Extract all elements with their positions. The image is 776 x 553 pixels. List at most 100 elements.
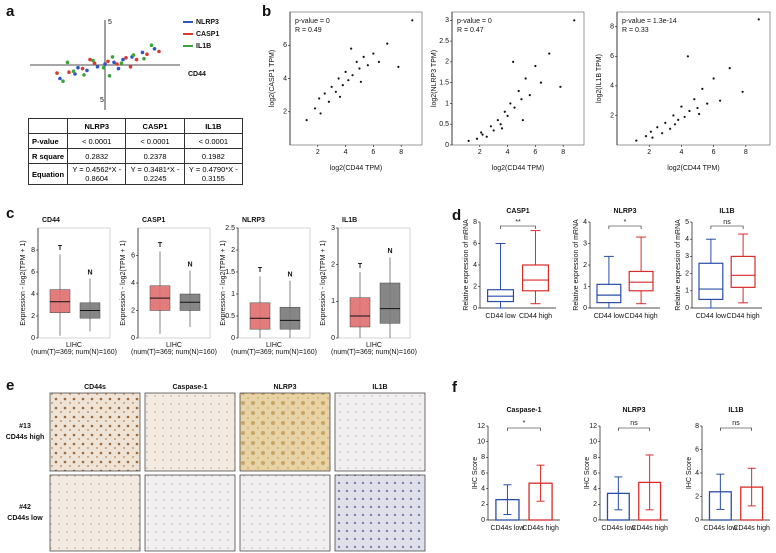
group-label: N: [187, 261, 192, 268]
point: [85, 68, 89, 73]
y-tick-label: 0: [331, 335, 335, 342]
panel-letter: c: [6, 205, 14, 222]
y-tick-label: 2: [593, 501, 597, 508]
point: [480, 131, 483, 134]
point: [344, 70, 347, 73]
y-tick-label: 0: [473, 305, 477, 312]
plot-title: IL1B: [342, 217, 357, 224]
point: [499, 123, 502, 126]
annotation: p-value = 0: [295, 18, 330, 25]
point: [124, 56, 128, 60]
table-header-cell: CASP1: [125, 118, 185, 134]
y-tick-label: 4: [283, 75, 287, 82]
point: [341, 84, 344, 87]
x-tick-label: CD44 high: [625, 313, 658, 320]
y-tick-label: 8: [31, 247, 35, 254]
y-tick-label: 12: [477, 423, 485, 430]
point: [121, 57, 125, 62]
point: [110, 55, 115, 59]
significance: ns: [732, 420, 740, 427]
point: [521, 118, 524, 122]
point: [500, 127, 504, 130]
y-axis-label: Expression - log2(TPM + 1): [320, 240, 327, 325]
point: [757, 18, 760, 21]
x-tick-label: CD44s high: [631, 525, 668, 532]
y-tick-label: 2.5: [225, 225, 235, 232]
x-tick-label: 6: [533, 149, 537, 156]
significance-bracket: [608, 225, 642, 229]
y-axis-label: Relative expression of mRNA: [573, 219, 580, 311]
box: [698, 262, 724, 300]
table-cell: 0.2378: [125, 148, 185, 164]
x-tick-label: CD44s high: [522, 525, 559, 532]
x-tick-label: 8: [399, 149, 403, 156]
point: [330, 85, 333, 88]
point: [366, 64, 369, 67]
y-tick-label: 6: [283, 42, 287, 49]
panel-letter: b: [262, 3, 271, 20]
y-tick-label: 8: [593, 454, 597, 461]
y-tick-label: 2: [331, 262, 335, 269]
point: [76, 65, 80, 70]
point: [103, 62, 107, 66]
table-row: R square 0.2832 0.2378 0.1982: [27, 148, 244, 164]
x-tick-label: 2: [647, 149, 651, 156]
y-tick-label: 6: [695, 446, 699, 453]
plot-title: NLRP3: [614, 208, 637, 215]
point: [496, 118, 499, 122]
sample-note: (num(T)=369; num(N)=160): [231, 349, 317, 356]
row-label: CD44s low: [7, 515, 43, 522]
point: [305, 118, 308, 122]
y-tick-label: 4: [473, 262, 477, 269]
table-cell: < 0.0001: [125, 133, 185, 149]
point: [696, 106, 699, 110]
point: [116, 66, 121, 71]
point: [467, 139, 470, 142]
table-cell: Y = 0.3481*X - 0.2245: [125, 163, 185, 185]
y-axis-label: Expression - log2(TPM + 1): [120, 240, 127, 325]
significance: ns: [723, 219, 731, 226]
y-axis-label: IHC Score: [472, 457, 479, 489]
y-axis-label: log2(IL1B TPM): [596, 54, 603, 103]
y-tick-label: 1: [331, 298, 335, 305]
point: [656, 126, 659, 129]
plot-title: CASP1: [506, 208, 529, 215]
box: [379, 282, 401, 324]
point: [506, 114, 509, 118]
y-tick-label: 6: [31, 269, 35, 276]
point: [359, 80, 362, 83]
point: [101, 65, 106, 70]
box: [628, 270, 654, 292]
box: [730, 255, 756, 288]
point: [115, 62, 119, 66]
y-tick-label: 4: [593, 486, 597, 493]
point: [131, 53, 136, 57]
row-id: #42: [19, 504, 31, 511]
point: [67, 70, 71, 74]
box: [596, 283, 622, 304]
row-label: P-value: [27, 133, 69, 149]
point: [355, 60, 358, 63]
ihc-image: [144, 392, 236, 472]
row-label: Equation: [27, 163, 69, 185]
point: [649, 130, 652, 133]
ihc-image: [334, 474, 426, 552]
x-axis-label: LIHC: [266, 342, 282, 349]
panel-letter: d: [452, 207, 461, 224]
y-tick-label: 0: [231, 335, 235, 342]
point: [338, 95, 342, 98]
group-label: N: [87, 269, 92, 276]
point: [513, 106, 516, 109]
point: [351, 74, 354, 77]
ihc-image: [144, 474, 236, 552]
point: [644, 135, 648, 138]
table-row: Equation Y = 0.4562*X - 0.8604 Y = 0.348…: [27, 163, 244, 185]
x-axis-label: LIHC: [166, 342, 182, 349]
point: [475, 137, 479, 140]
point: [492, 129, 495, 132]
x-tick-label: 2: [316, 149, 320, 156]
y-tick-label: 2: [31, 313, 35, 320]
x-tick-label: 4: [679, 149, 683, 156]
y-tick-label: 0: [31, 335, 35, 342]
point: [91, 58, 95, 63]
